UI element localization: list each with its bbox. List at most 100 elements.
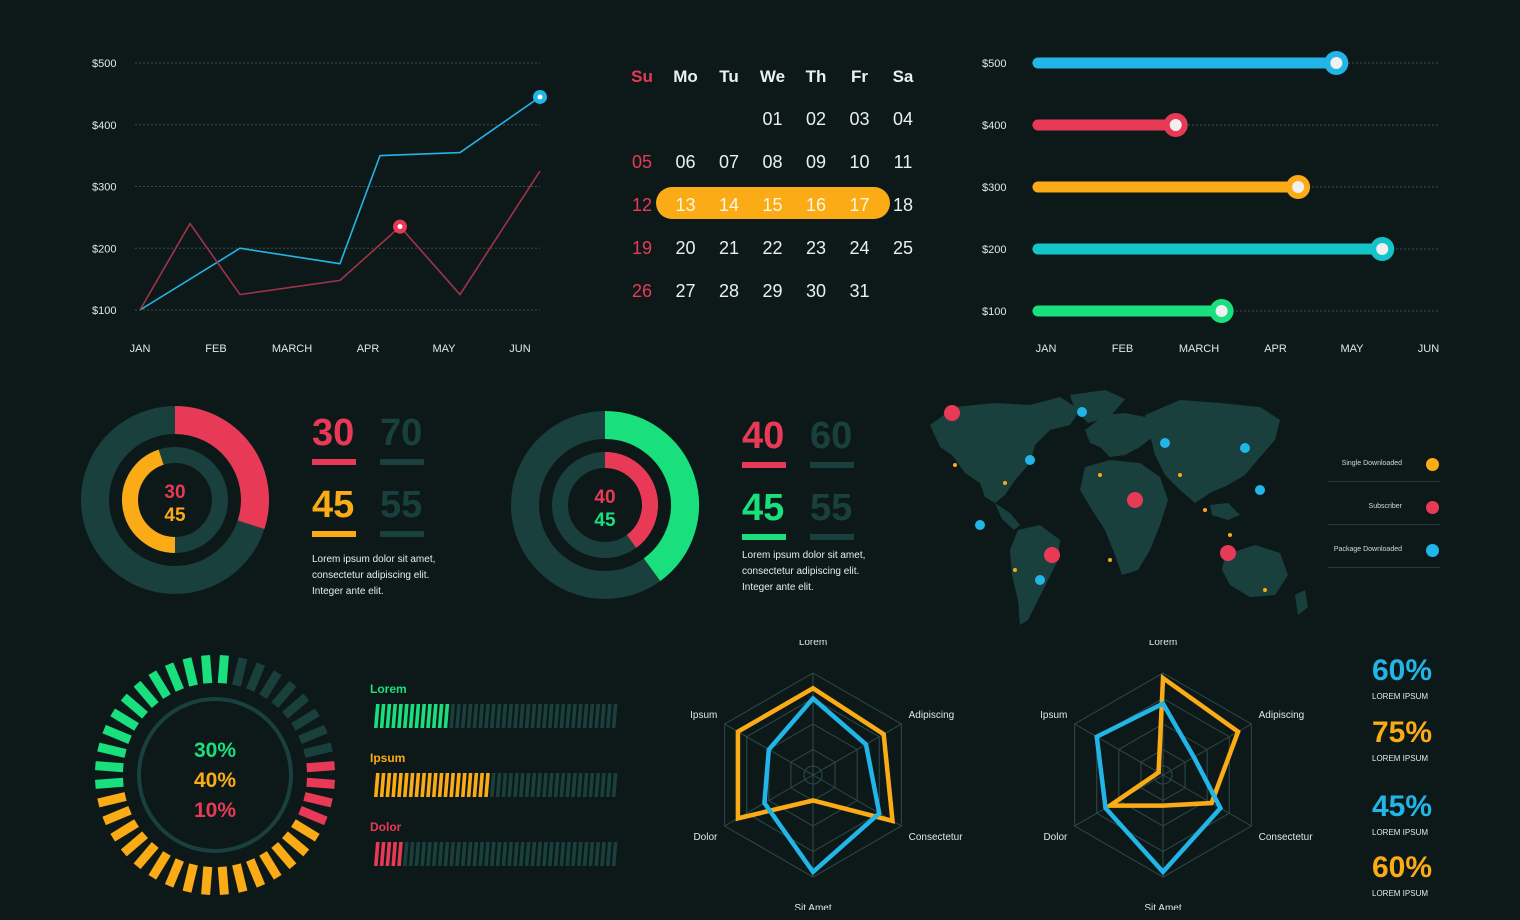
progress-segment bbox=[611, 842, 618, 866]
calendar-day[interactable]: 29 bbox=[762, 281, 783, 301]
map-marker-subscriber[interactable] bbox=[1127, 492, 1143, 508]
gauge-segment bbox=[291, 819, 320, 842]
progress-segment bbox=[571, 842, 577, 866]
calendar-day[interactable]: 17 bbox=[849, 195, 870, 215]
calendar-day[interactable]: 01 bbox=[762, 109, 783, 129]
calendar-day[interactable]: 12 bbox=[631, 195, 653, 215]
map-marker-package[interactable] bbox=[1025, 455, 1035, 465]
map-marker-package[interactable] bbox=[1160, 438, 1170, 448]
gauge-center-label: 40% bbox=[194, 769, 236, 792]
calendar-day[interactable]: 13 bbox=[675, 195, 696, 215]
percent-label: LOREM IPSUM bbox=[1372, 754, 1429, 763]
progress-segment bbox=[548, 773, 554, 797]
calendar-day[interactable]: 04 bbox=[892, 109, 914, 129]
progress-segment bbox=[408, 773, 415, 797]
radar-axis bbox=[1074, 723, 1164, 776]
calendar-day[interactable]: 24 bbox=[849, 238, 870, 258]
world-map bbox=[930, 390, 1308, 625]
progress-segment bbox=[478, 704, 484, 728]
calendar-day[interactable]: 16 bbox=[805, 195, 827, 215]
progress-segment bbox=[420, 773, 426, 797]
progress-segment bbox=[530, 842, 537, 866]
radar-axis-label: Ipsum bbox=[690, 710, 717, 721]
calendar-day[interactable]: 05 bbox=[631, 152, 653, 172]
progress-segment bbox=[397, 842, 403, 866]
gauge-segment bbox=[246, 662, 266, 692]
x-tick-label: MARCH bbox=[1179, 343, 1219, 355]
map-marker-single[interactable] bbox=[1108, 558, 1112, 562]
calendar-day[interactable]: 30 bbox=[805, 281, 827, 301]
calendar-day[interactable]: 15 bbox=[762, 195, 783, 215]
calendar-day[interactable]: 19 bbox=[631, 238, 653, 258]
description-line: consectetur adipiscing elit. bbox=[742, 566, 860, 577]
map-marker-package[interactable] bbox=[975, 520, 985, 530]
calendar-day[interactable]: 31 bbox=[849, 281, 870, 301]
map-marker-single[interactable] bbox=[1178, 473, 1182, 477]
map-marker-subscriber[interactable] bbox=[1044, 547, 1060, 563]
calendar-day[interactable]: 07 bbox=[718, 152, 740, 172]
calendar-day[interactable]: 02 bbox=[805, 109, 827, 129]
map-marker-single[interactable] bbox=[1228, 533, 1232, 537]
map-marker-single[interactable] bbox=[953, 463, 957, 467]
map-marker-single[interactable] bbox=[1098, 473, 1102, 477]
map-marker-package[interactable] bbox=[1240, 443, 1250, 453]
progress-segment bbox=[548, 704, 554, 728]
progress-segment bbox=[606, 704, 612, 728]
x-tick-label: JUN bbox=[509, 343, 530, 355]
progress-segment bbox=[588, 773, 595, 797]
map-marker-single[interactable] bbox=[1003, 481, 1007, 485]
stat-value: 55 bbox=[380, 484, 423, 526]
calendar-day[interactable]: 09 bbox=[805, 152, 827, 172]
x-tick-label: FEB bbox=[1112, 343, 1133, 355]
calendar-day[interactable]: 14 bbox=[718, 195, 740, 215]
calendar-day[interactable]: 20 bbox=[675, 238, 696, 258]
x-tick-label: FEB bbox=[205, 343, 226, 355]
progress-segment bbox=[542, 773, 548, 797]
map-marker-package[interactable] bbox=[1035, 575, 1045, 585]
slider-handle-center bbox=[1292, 181, 1305, 193]
calendar-day[interactable]: 08 bbox=[762, 152, 783, 172]
radar-chart-1: Lorem Adipiscing Consectetur Sit Amet Dolor I… bbox=[690, 640, 963, 910]
calendar-day[interactable]: 22 bbox=[762, 238, 783, 258]
legend-label: Subscriber bbox=[1368, 503, 1402, 510]
calendar-weekday: Tu bbox=[719, 67, 739, 86]
progress-segment bbox=[553, 704, 560, 728]
map-marker-subscriber[interactable] bbox=[944, 405, 960, 421]
progress-segment bbox=[403, 842, 409, 866]
calendar-day[interactable]: 25 bbox=[892, 238, 914, 258]
map-marker-single[interactable] bbox=[1263, 588, 1267, 592]
calendar-day[interactable]: 28 bbox=[718, 281, 740, 301]
calendar-day[interactable]: 03 bbox=[849, 109, 870, 129]
calendar-day[interactable]: 26 bbox=[631, 281, 653, 301]
radar-axis-label: Sit Amet bbox=[794, 903, 831, 910]
progress-segment bbox=[432, 773, 438, 797]
radar-axis-label: Adipiscing bbox=[1259, 710, 1305, 721]
progress-segment bbox=[582, 773, 589, 797]
calendar-day[interactable]: 27 bbox=[675, 281, 696, 301]
map-marker-single[interactable] bbox=[1203, 508, 1207, 512]
outer-ring-value bbox=[174, 406, 269, 530]
calendar-day[interactable]: 23 bbox=[805, 238, 827, 258]
progress-segment bbox=[472, 842, 479, 866]
map-marker-package[interactable] bbox=[1077, 407, 1087, 417]
description-line: Integer ante elit. bbox=[312, 586, 384, 597]
calendar-day[interactable]: 18 bbox=[892, 195, 914, 215]
map-marker-subscriber[interactable] bbox=[1220, 545, 1236, 561]
progress-segment bbox=[600, 773, 606, 797]
progress-segment bbox=[385, 842, 392, 866]
horizontal-bar-chart: $500 $400 $300 $200 $100 JAN FEB MARCH APR MAY JUN bbox=[982, 51, 1440, 355]
calendar-day[interactable]: 10 bbox=[849, 152, 870, 172]
map-marker-package[interactable] bbox=[1255, 485, 1265, 495]
progress-segment bbox=[484, 773, 490, 797]
gauge-segment bbox=[182, 657, 198, 687]
calendar-day[interactable]: 06 bbox=[675, 152, 696, 172]
progress-segment bbox=[443, 842, 450, 866]
calendar-day[interactable]: 21 bbox=[718, 238, 740, 258]
progress-segment bbox=[472, 773, 479, 797]
map-marker-single[interactable] bbox=[1013, 568, 1017, 572]
y-tick-label: $100 bbox=[92, 305, 116, 317]
gauge-segment bbox=[259, 851, 282, 880]
calendar-day[interactable]: 11 bbox=[893, 152, 913, 172]
progress-segment bbox=[449, 704, 455, 728]
percent-value: 45% bbox=[1372, 790, 1433, 823]
